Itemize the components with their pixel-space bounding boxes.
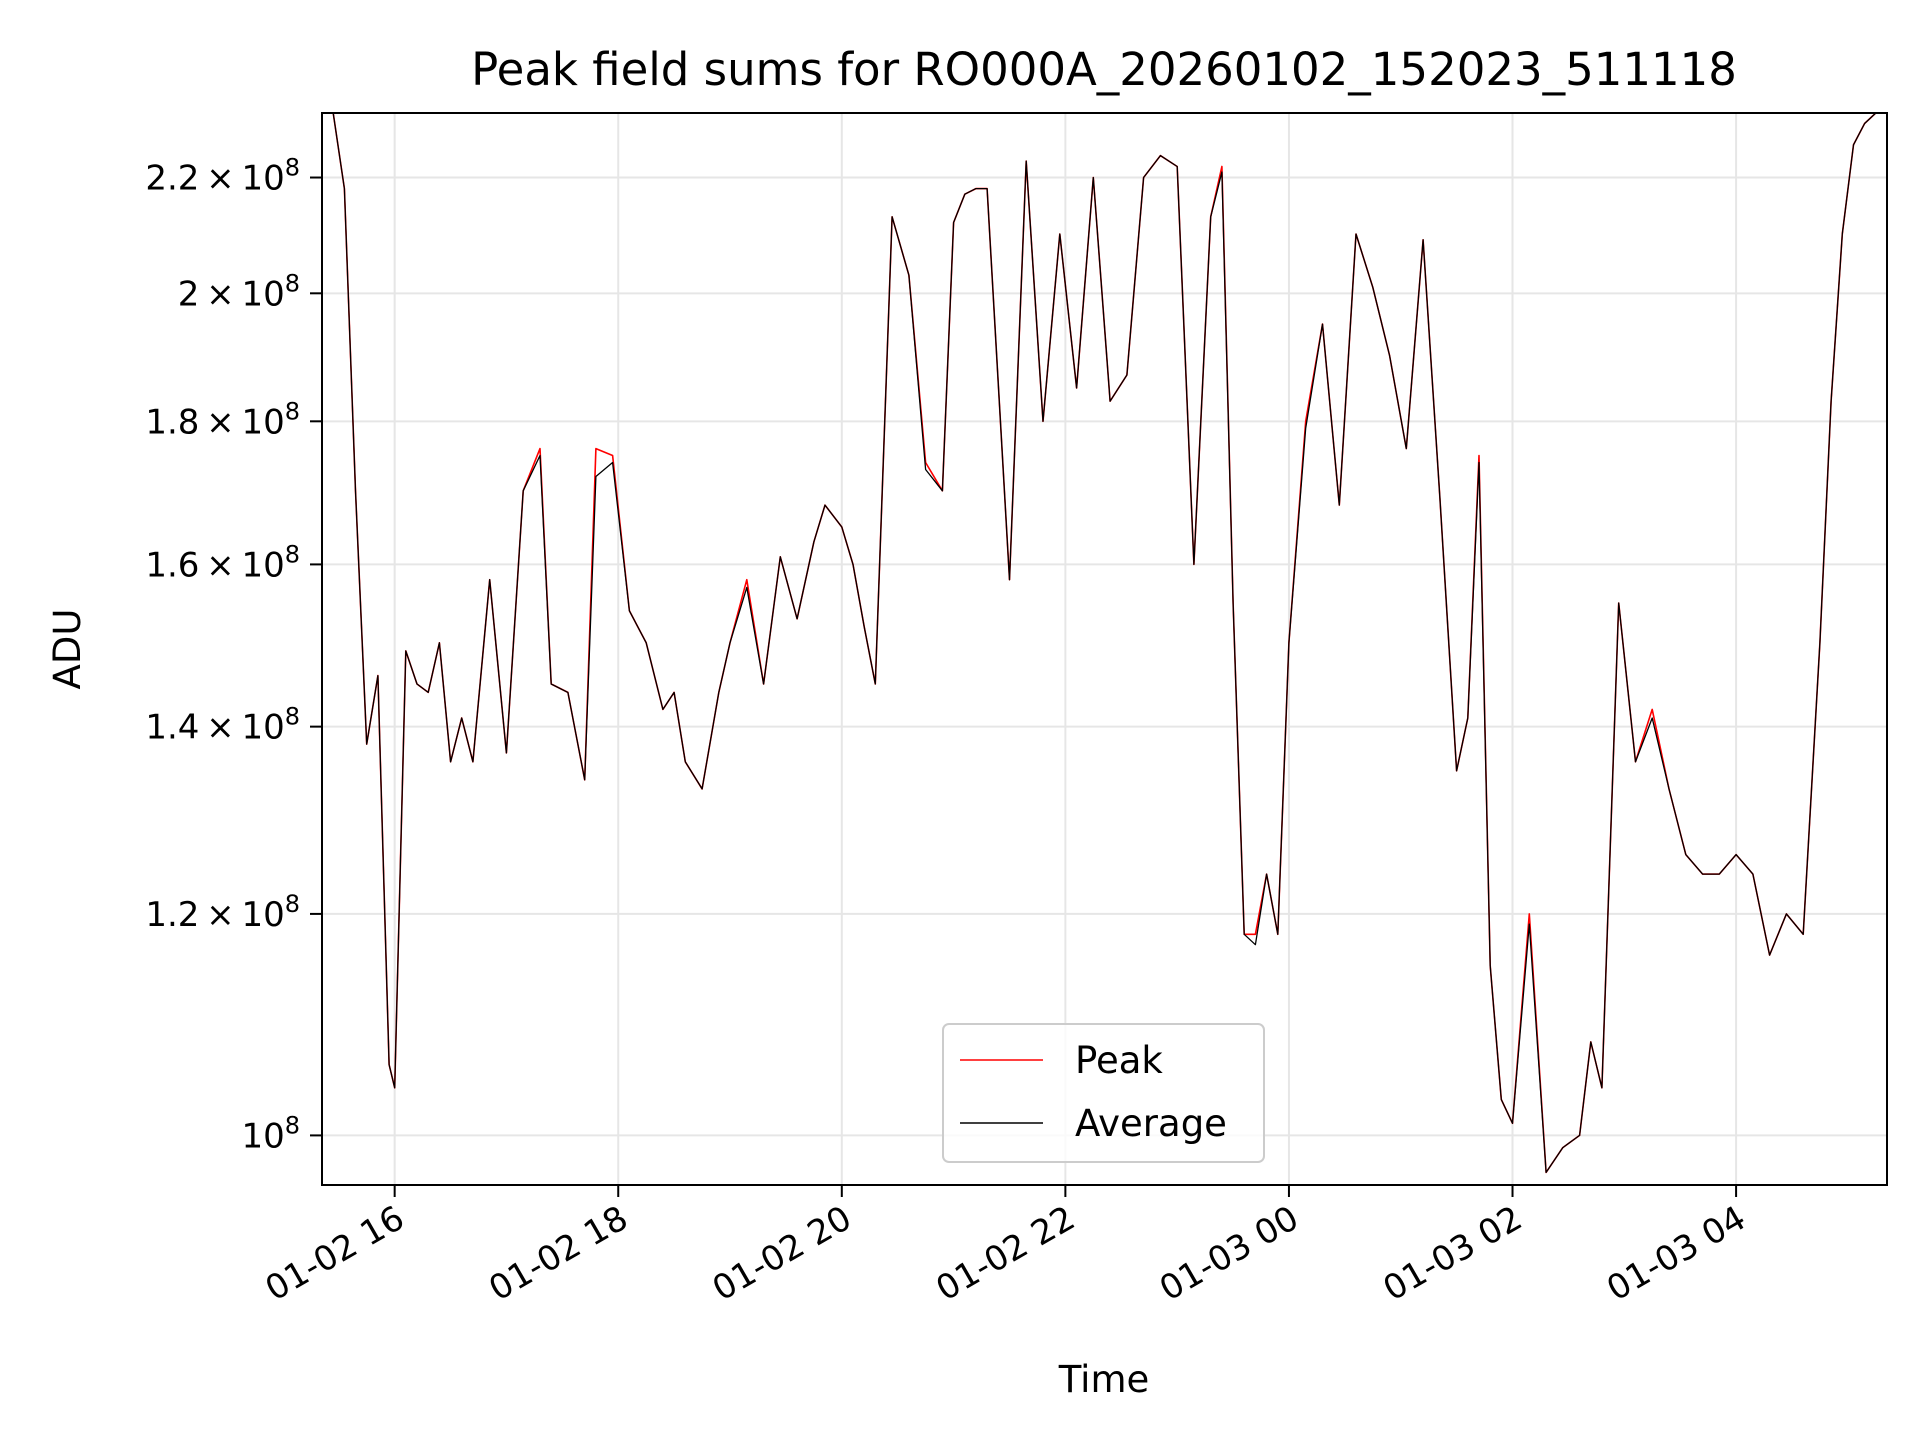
y-tick-exponent: 8 [285, 703, 300, 731]
x-tick-label: 01-03 00 [1153, 1198, 1305, 1309]
y-tick-exponent: 8 [285, 397, 300, 425]
y-tick-mantissa: 2.2 × 10 [145, 159, 284, 199]
y-tick-exponent: 8 [285, 154, 300, 182]
legend: Peak Average [942, 1023, 1265, 1163]
y-tick-label: 2.2 × 108 [145, 154, 300, 199]
y-axis-label: ADU [46, 609, 89, 690]
x-axis-ticks: 01-02 16 01-02 18 01-02 20 01-02 22 01-03 00… [259, 1185, 1753, 1309]
x-tick-label: 01-03 04 [1600, 1198, 1752, 1309]
series-line-peak [322, 113, 1887, 1174]
y-tick-exponent: 8 [285, 269, 300, 297]
x-tick-label: 01-02 16 [259, 1198, 411, 1309]
y-tick-label: 2 × 108 [178, 269, 300, 314]
x-tick-label: 01-03 02 [1377, 1198, 1529, 1309]
y-tick-mantissa: 1.8 × 10 [145, 402, 284, 442]
y-tick-exponent: 8 [285, 540, 300, 568]
y-tick-mantissa: 10 [241, 1116, 284, 1156]
y-tick-mantissa: 2 × 10 [178, 274, 285, 314]
y-tick-mantissa: 1.6 × 10 [145, 545, 284, 585]
y-tick-label: 1.8 × 108 [145, 397, 300, 442]
series-line-average [322, 113, 1887, 1174]
x-tick-label: 01-02 18 [482, 1198, 634, 1309]
x-axis-label: Time [1058, 1358, 1150, 1401]
y-tick-label: 1.4 × 108 [145, 703, 300, 748]
y-tick-exponent: 8 [285, 1111, 300, 1139]
series-lines [322, 113, 1887, 1174]
y-tick-mantissa: 1.2 × 10 [145, 895, 284, 935]
y-tick-label: 108 [241, 1111, 300, 1156]
legend-box [942, 1023, 1265, 1163]
y-tick-label: 1.2 × 108 [145, 890, 300, 935]
plot-area-frame [321, 112, 1888, 1186]
y-tick-label: 1.6 × 108 [145, 540, 300, 585]
y-tick-exponent: 8 [285, 890, 300, 918]
y-tick-mantissa: 1.4 × 10 [145, 708, 284, 748]
x-tick-label: 01-02 22 [929, 1198, 1081, 1309]
legend-average-label: Average [1075, 1102, 1227, 1145]
chart-title: Peak field sums for RO000A_20260102_1520… [471, 43, 1737, 96]
x-tick-label: 01-02 20 [706, 1198, 858, 1309]
legend-peak-label: Peak [1075, 1039, 1163, 1082]
